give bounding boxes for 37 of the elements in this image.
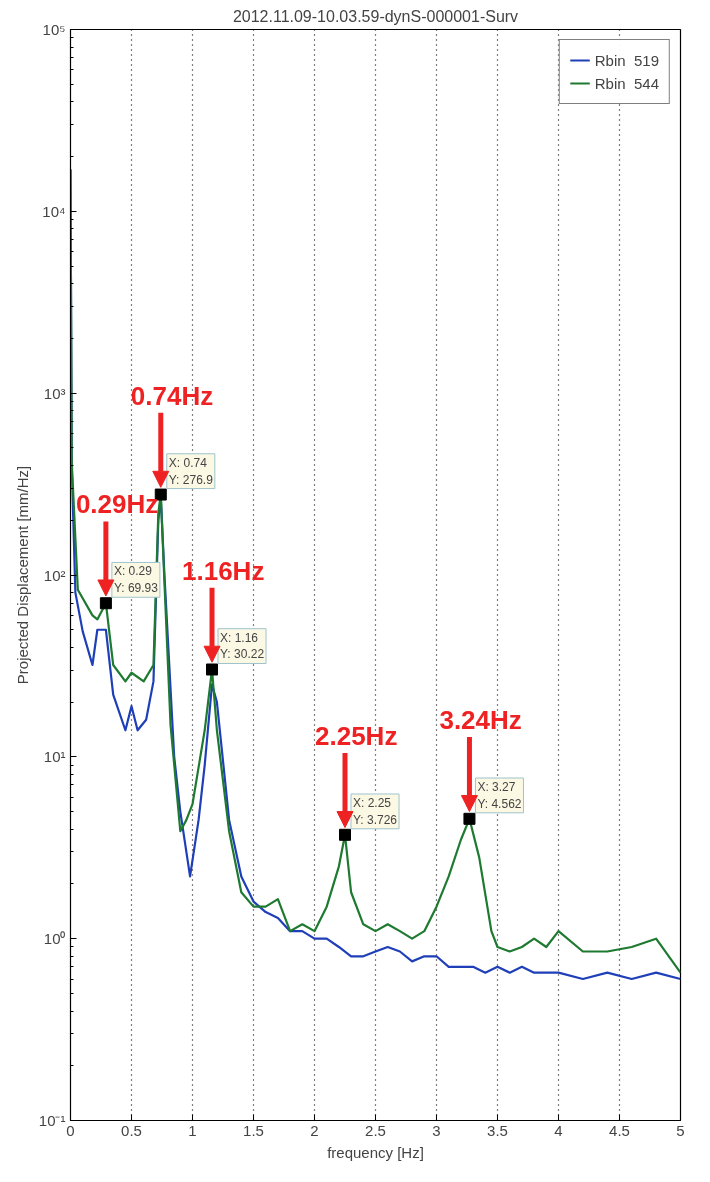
x-tick-label: 4.5 [609, 1121, 630, 1139]
x-tick-label: 0.5 [121, 1121, 142, 1139]
annotation: X: 0.29 Y: 69.93 [113, 564, 159, 596]
annotation: X: 2.25 Y: 3.726 [353, 796, 398, 827]
y-tick-label: 10⁵ [42, 21, 66, 38]
legend-label: Rbin 519 [594, 51, 659, 69]
x-tick-label: 0 [66, 1121, 75, 1139]
x-tick-label: 1 [188, 1121, 197, 1139]
x-tick-label: 2 [310, 1121, 319, 1139]
legend-label: Rbin 544 [594, 74, 659, 92]
x-tick-label: 5 [676, 1121, 685, 1139]
x-tick-label: 4 [554, 1121, 563, 1139]
y-tick-label: 10⁻¹ [38, 1112, 66, 1129]
annotation: 2.25Hz [315, 720, 398, 751]
point [339, 828, 351, 841]
point [206, 663, 219, 676]
annotation: X: 0.74 Y: 276.9 [168, 455, 214, 487]
annotation: 0.74Hz [130, 380, 214, 411]
annotation: 0.29Hz [75, 489, 159, 520]
x-tick-label: 3.5 [487, 1121, 508, 1139]
x-tick-label: 2.5 [365, 1121, 386, 1139]
y-tick-label: 10⁰ [43, 930, 66, 948]
point [463, 812, 476, 825]
point [99, 597, 112, 610]
annotation: 3.24Hz [439, 704, 522, 735]
annotation: X: 3.27 Y: 4.562 [477, 780, 522, 811]
annotation: X: 1.16 Y: 30.22 [220, 630, 265, 662]
y-tick-label: 10⁴ [42, 202, 66, 220]
x-tick-label: 1.5 [243, 1121, 264, 1139]
annotation: 1.16Hz [182, 555, 265, 586]
y-tick-label: 10¹ [43, 748, 66, 766]
chart-title: 2012.11.09-10.03.59-dynS-000001-Surv [232, 7, 519, 25]
y-axis-title: Projected Displacement [mm/Hz] [13, 465, 31, 685]
x-axis-title: frequency [Hz] [327, 1143, 424, 1161]
y-tick-label: 10³ [43, 384, 66, 402]
y-tick-label: 10² [43, 566, 66, 584]
x-tick-label: 3 [432, 1121, 441, 1139]
